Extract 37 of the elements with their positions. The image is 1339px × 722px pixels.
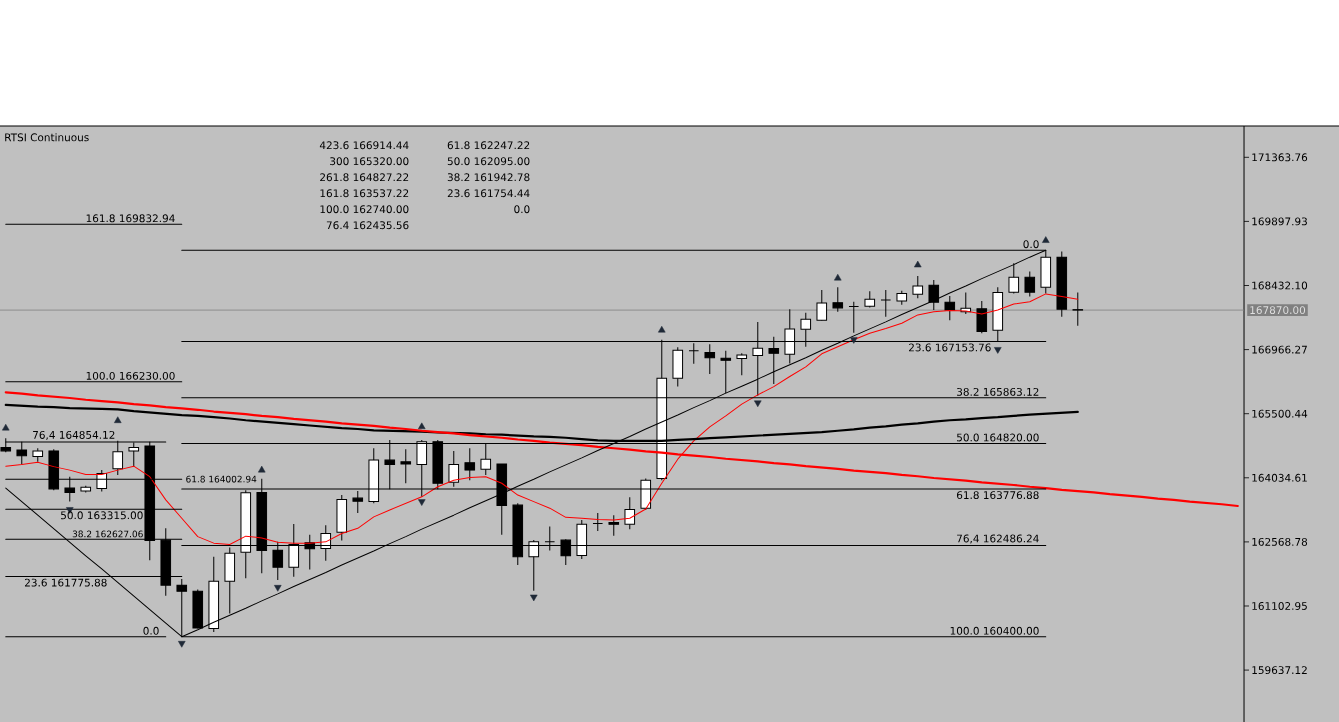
series-label: 23.6 161775.88 <box>24 578 107 587</box>
y-tick-label: 161102.95 <box>1252 602 1307 610</box>
ref-line-label: 167870.00 <box>1250 306 1306 315</box>
series-label: 61.8 164002.94 <box>186 475 257 483</box>
y-tick-label: 159637.12 <box>1252 666 1307 675</box>
series-label: 161.8 169832.94 <box>86 214 175 223</box>
annotation: 161.8 163537.22 <box>320 189 409 198</box>
y-tick-label: 164034.61 <box>1252 473 1307 482</box>
annotation: 423.6 166914.44 <box>319 141 409 150</box>
series-label: 23.6 167153.76 <box>909 343 991 352</box>
annotation: 0.0 <box>514 205 530 214</box>
series-label: 0.0 <box>1023 240 1039 249</box>
annotation: 50.0 162095.00 <box>447 157 530 166</box>
y-tick-label: 171363.76 <box>1252 153 1308 162</box>
annotation: 61.8 162247.22 <box>447 141 530 150</box>
series-label: 38.2 165863.12 <box>957 387 1039 396</box>
series-label: 100.0 166230.00 <box>86 371 175 380</box>
annotation: 300 165320.00 <box>330 157 409 166</box>
series-label: 76,4 164854.12 <box>33 430 115 440</box>
series-label: 38.2 162627.06 <box>72 530 143 538</box>
series-label: 76,4 162486.24 <box>957 534 1039 544</box>
annotation: 261.8 164827.22 <box>320 173 409 182</box>
series-label: 50.0 163315.00 <box>61 511 143 520</box>
y-tick-label: 168432.10 <box>1252 281 1308 290</box>
y-tick-label: 169897.93 <box>1252 217 1307 226</box>
y-tick-label: 162568.78 <box>1252 537 1308 546</box>
y-tick-label: 165500.44 <box>1252 409 1308 418</box>
text: RTSI Continuous <box>5 133 89 142</box>
annotation: 23.6 161754.44 <box>447 189 530 198</box>
series-label: 61.8 163776.88 <box>956 491 1039 500</box>
annotation: 76.4 162435.56 <box>326 221 409 230</box>
series-label: 100.0 160400.00 <box>950 626 1039 635</box>
annotation: 38.2 161942.78 <box>447 173 530 182</box>
series-label: 0.0 <box>143 626 159 635</box>
y-tick-label: 166966.27 <box>1252 345 1307 354</box>
series-label: 50.0 164820.00 <box>957 433 1039 442</box>
annotation: 100.0 162740.00 <box>320 205 409 214</box>
